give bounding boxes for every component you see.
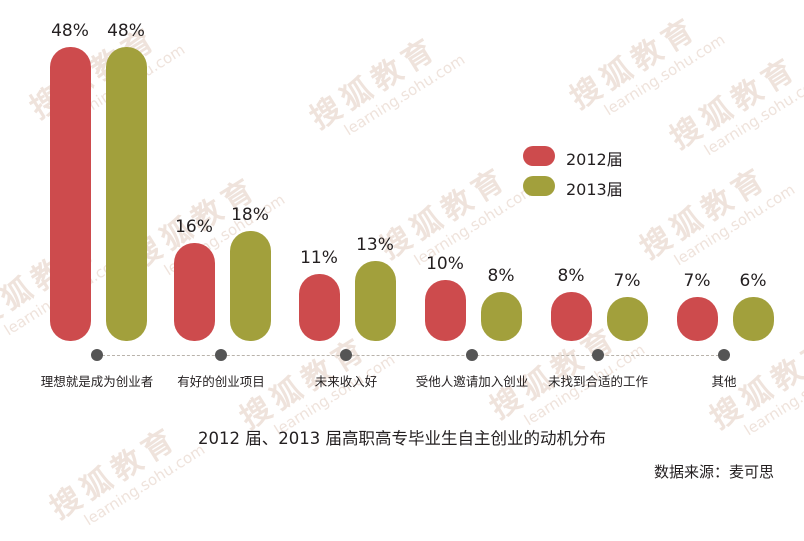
bar-2013	[733, 297, 774, 341]
bar-2012	[425, 279, 466, 341]
legend-swatch-2012	[523, 146, 555, 166]
value-label: 48%	[107, 21, 145, 41]
axis-dot	[340, 349, 352, 361]
category-label: 未找到合适的工作	[547, 374, 648, 389]
bar-2013	[481, 292, 522, 341]
chart-title: 2012 届、2013 届高职高专毕业生自主创业的动机分布	[198, 429, 606, 448]
value-label: 13%	[356, 235, 394, 256]
bar-2013	[230, 230, 271, 341]
bar-2013	[106, 47, 147, 341]
value-label: 8%	[487, 266, 515, 286]
value-label: 16%	[175, 217, 213, 237]
bar-2012	[677, 297, 718, 341]
bar-2012	[551, 292, 592, 341]
x-axis-dashed-line	[97, 355, 724, 356]
bar-2013	[355, 261, 396, 341]
value-label: 7%	[683, 271, 711, 291]
bar-2013	[607, 297, 648, 341]
category-label: 其他	[711, 374, 737, 389]
value-label: 8%	[557, 266, 585, 286]
category-label: 理想就是成为创业者	[40, 374, 154, 389]
data-source: 数据来源：麦可思	[653, 463, 774, 481]
category-label: 有好的创业项目	[177, 374, 265, 389]
axis-dot	[592, 349, 604, 361]
axis-dot	[718, 349, 730, 361]
value-label: 10%	[426, 253, 464, 274]
axis-dot	[466, 349, 478, 361]
legend-label-2013: 2013届	[566, 180, 623, 199]
category-label: 受他人邀请加入创业	[415, 374, 529, 389]
legend-swatch-2013	[523, 176, 555, 196]
value-label: 18%	[231, 204, 269, 225]
value-label: 7%	[613, 271, 641, 291]
bar-2012	[299, 273, 340, 341]
value-label: 48%	[51, 21, 89, 41]
value-label: 6%	[739, 271, 767, 291]
category-label: 未来收入好	[314, 374, 378, 389]
axis-dot	[215, 349, 227, 361]
axis-dot	[91, 349, 103, 361]
bar-2012	[50, 47, 91, 341]
bar-2012	[174, 243, 215, 341]
legend-label-2012: 2012届	[566, 150, 623, 169]
value-label: 11%	[300, 247, 338, 268]
